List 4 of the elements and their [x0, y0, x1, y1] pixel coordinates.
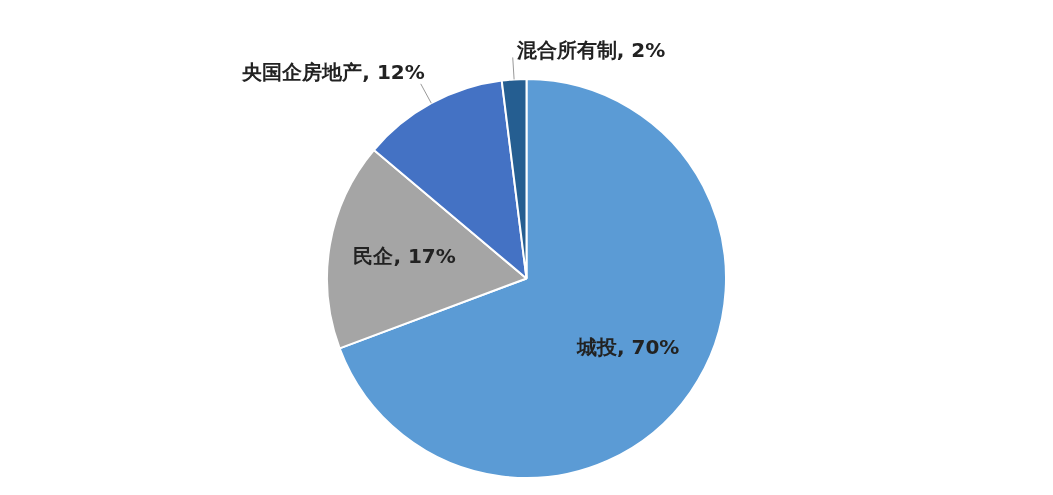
- slice-label: 城投, 70%: [575, 335, 680, 360]
- slice-label: 混合所有制, 2%: [515, 37, 666, 62]
- slice-label: 央国企房地产, 12%: [241, 60, 425, 85]
- slice-label: 民企, 17%: [353, 243, 456, 268]
